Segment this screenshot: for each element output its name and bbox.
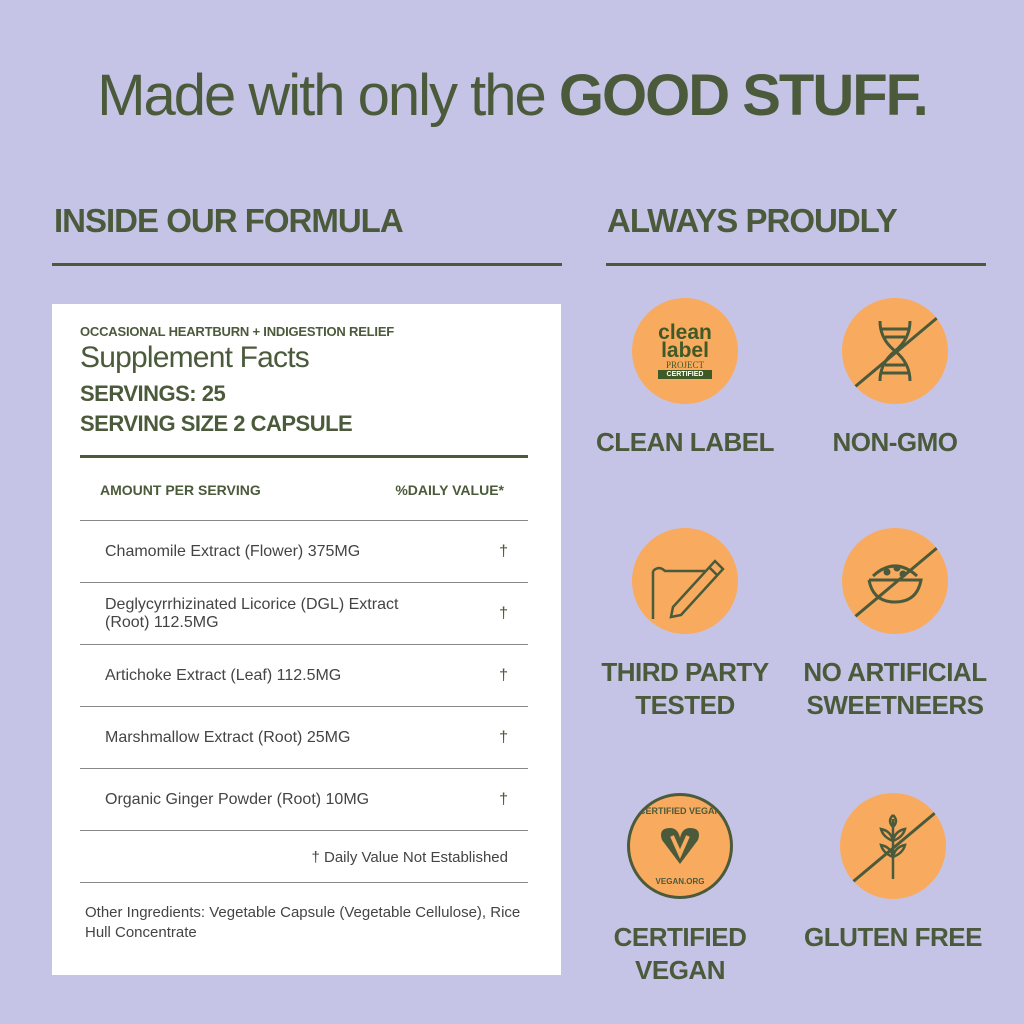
daily-value: † [499,542,508,560]
badge-clean-label: clean label PROJECT CERTIFIED CLEAN LABEL [580,298,790,459]
badge-no-sweeteners: NO ARTIFICIAL SWEETNEERS [790,528,1000,722]
ingredient-name: Organic Ginger Powder (Root) 10MG [105,790,370,808]
left-heading: INSIDE OUR FORMULA [54,202,404,239]
table-row: Organic Ginger Powder (Root) 10MG † [80,769,528,831]
facts-subtitle: OCCASIONAL HEARTBURN + INDIGESTION RELIE… [80,324,395,339]
badge-label: CLEAN LABEL [596,427,774,457]
table-row: Deglycyrrhizinated Licorice (DGL) Extrac… [80,583,528,645]
badge-third-party: THIRD PARTY TESTED [580,528,790,722]
divider [52,263,562,266]
wheat-crossed-icon [840,793,946,899]
divider [80,455,528,458]
daily-value: † [499,666,508,684]
badge-label: CERTIFIED VEGAN [613,922,747,985]
divider [606,263,986,266]
daily-value: † [499,728,508,746]
facts-title: Supplement Facts [80,341,310,374]
certified-vegan-logo: CERTIFIED VEGAN VEGAN.ORG [627,793,733,899]
servings: SERVINGS: 25 [80,381,226,406]
col-amount: AMOUNT PER SERVING [100,482,261,498]
headline-bold: GOOD STUFF. [558,63,929,128]
document-pencil-icon [632,528,738,634]
supplement-facts-card: OCCASIONAL HEARTBURN + INDIGESTION RELIE… [52,304,561,975]
badge-vegan: CERTIFIED VEGAN VEGAN.ORG CERTIFIED VEGAN [575,793,785,987]
ingredient-name: Deglycyrrhizinated Licorice (DGL) Extrac… [105,595,399,631]
clean-label-project-logo: clean label PROJECT CERTIFIED [632,298,738,404]
table-row: Marshmallow Extract (Root) 25MG † [80,707,528,769]
badge-gluten-free: GLUTEN FREE [788,793,998,954]
headline: Made with only the GOOD STUFF. [0,62,1024,129]
ingredient-name: Marshmallow Extract (Root) 25MG [105,728,351,746]
dna-crossed-icon [842,298,948,404]
daily-value: † [499,790,508,808]
table-row: Chamomile Extract (Flower) 375MG † [80,521,528,583]
badge-label: THIRD PARTY TESTED [601,657,769,720]
badge-label: NON-GMO [832,427,958,457]
badge-label: GLUTEN FREE [804,922,982,952]
badge-label: NO ARTIFICIAL SWEETNEERS [803,657,987,720]
facts-header: AMOUNT PER SERVING %DAILY VALUE* [80,458,528,521]
ingredient-name: Chamomile Extract (Flower) 375MG [105,542,361,560]
right-heading: ALWAYS PROUDLY [607,202,898,239]
daily-value: † [499,604,508,622]
table-row: Artichoke Extract (Leaf) 112.5MG † [80,645,528,707]
headline-regular: Made with only the [97,63,559,128]
col-daily-value: %DAILY VALUE* [395,482,504,498]
sugar-bowl-crossed-icon [842,528,948,634]
ingredient-name: Artichoke Extract (Leaf) 112.5MG [105,666,342,684]
footnote: † Daily Value Not Established [80,831,528,883]
badge-non-gmo: NON-GMO [790,298,1000,459]
serving-size: SERVING SIZE 2 CAPSULE [80,411,353,436]
other-ingredients: Other Ingredients: Vegetable Capsule (Ve… [85,904,521,941]
